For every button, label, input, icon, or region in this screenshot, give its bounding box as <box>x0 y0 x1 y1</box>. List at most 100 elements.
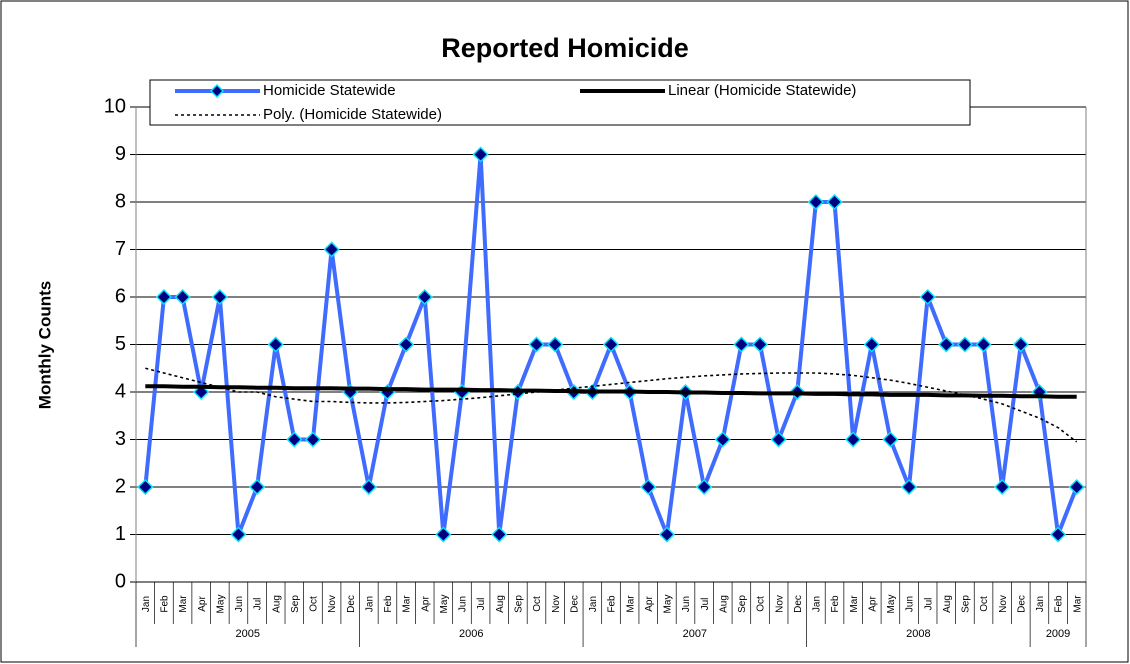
x-tick-label: Feb <box>160 595 171 613</box>
x-tick-label: Oct <box>979 596 990 612</box>
x-tick-label: Jun <box>681 596 692 612</box>
data-point <box>919 288 936 306</box>
x-tick-label: Nov <box>551 595 562 613</box>
data-point <box>360 478 377 496</box>
data-point <box>137 478 154 496</box>
group-label: 2006 <box>459 628 483 640</box>
data-point <box>323 241 340 258</box>
x-tick-label: Sep <box>514 595 525 613</box>
data-point <box>602 336 620 353</box>
x-tick-label: Dec <box>1016 595 1027 613</box>
x-tick-label: Nov <box>998 595 1009 613</box>
data-point <box>267 336 284 353</box>
x-tick-label: Aug <box>271 595 282 613</box>
legend-box <box>149 79 971 126</box>
data-point <box>882 431 899 448</box>
x-tick-label: Jul <box>476 598 487 611</box>
data-point <box>1049 526 1067 543</box>
y-tick-label: 8 <box>115 190 126 212</box>
y-tick-label: 5 <box>115 333 126 355</box>
x-tick-label: Mar <box>178 595 189 613</box>
data-point <box>900 478 918 496</box>
group-label: 2005 <box>236 628 260 640</box>
x-tick-label: Apr <box>197 596 208 612</box>
x-tick-label: Feb <box>607 595 618 613</box>
x-tick-label: Aug <box>942 595 953 613</box>
data-point <box>230 526 247 543</box>
data-point <box>640 478 657 496</box>
x-tick-label: Mar <box>625 595 636 613</box>
x-tick-label: Apr <box>644 596 655 612</box>
y-tick-label: 1 <box>115 523 126 545</box>
x-tick-label: Jun <box>458 596 469 612</box>
x-tick-label: Jul <box>700 598 711 611</box>
y-tick-label: 4 <box>115 380 126 402</box>
x-tick-label: Oct <box>756 596 767 612</box>
x-tick-label: Oct <box>309 596 320 612</box>
data-point <box>304 431 322 448</box>
legend: Homicide Statewide Linear (Homicide State… <box>149 79 971 126</box>
x-tick-label: Feb <box>383 595 394 613</box>
data-point <box>826 193 843 211</box>
x-tick-label: Sep <box>961 595 972 613</box>
y-tick-label: 6 <box>115 285 126 307</box>
data-point <box>211 288 228 306</box>
x-tick-label: Jan <box>141 596 152 612</box>
y-tick-label: 7 <box>115 238 126 260</box>
data-point <box>472 146 489 163</box>
x-tick-label: Aug <box>718 595 729 613</box>
data-point <box>1012 336 1029 353</box>
x-tick-label: May <box>439 595 450 614</box>
x-tick-label: Dec <box>569 595 580 613</box>
x-tick-label: Apr <box>867 596 878 612</box>
group-label: 2008 <box>906 628 930 640</box>
x-tick-label: May <box>215 595 226 614</box>
x-tick-label: Sep <box>290 595 301 613</box>
x-tick-label: Sep <box>737 595 748 613</box>
legend-label: Linear (Homicide Statewide) <box>668 82 856 99</box>
x-tick-label: Jul <box>253 598 264 611</box>
legend-label: Homicide Statewide <box>263 82 396 99</box>
y-tick-label: 3 <box>115 428 126 450</box>
data-point <box>938 336 955 353</box>
data-point <box>994 478 1011 496</box>
legend-marker <box>209 83 225 99</box>
y-tick-label: 9 <box>115 143 126 165</box>
data-point <box>975 336 992 353</box>
legend-label: Poly. (Homicide Statewide) <box>263 106 442 123</box>
data-point <box>416 288 433 306</box>
data-point <box>398 336 415 353</box>
data-point <box>807 193 824 211</box>
x-tick-label: Mar <box>1072 595 1083 613</box>
data-point <box>547 336 564 353</box>
x-tick-label: Jun <box>905 596 916 612</box>
x-tick-label: Nov <box>327 595 338 613</box>
data-point <box>286 431 303 448</box>
data-point <box>1068 478 1085 496</box>
y-tick-label: 0 <box>115 570 126 592</box>
data-point <box>491 526 508 543</box>
x-tick-label: Oct <box>532 596 543 612</box>
x-tick-label: Jul <box>923 598 934 611</box>
y-tick-label: 2 <box>115 475 126 497</box>
data-point <box>658 526 675 543</box>
data-point <box>845 431 862 448</box>
y-tick-label: 10 <box>104 95 126 117</box>
data-point <box>696 478 713 496</box>
data-point <box>528 336 545 353</box>
data-point <box>714 431 731 448</box>
x-tick-label: Jan <box>812 596 823 612</box>
data-point <box>249 478 266 496</box>
data-point <box>956 336 973 353</box>
data-point <box>770 431 787 448</box>
x-tick-label: Jun <box>234 596 245 612</box>
data-point <box>863 336 880 353</box>
x-tick-label: May <box>886 595 897 614</box>
series-line <box>145 384 1077 399</box>
data-point <box>751 336 769 353</box>
x-tick-label: Jan <box>588 596 599 612</box>
data-point <box>733 336 750 353</box>
chart-title: Reported Homicide <box>441 33 689 63</box>
x-tick-label: Dec <box>346 595 357 613</box>
